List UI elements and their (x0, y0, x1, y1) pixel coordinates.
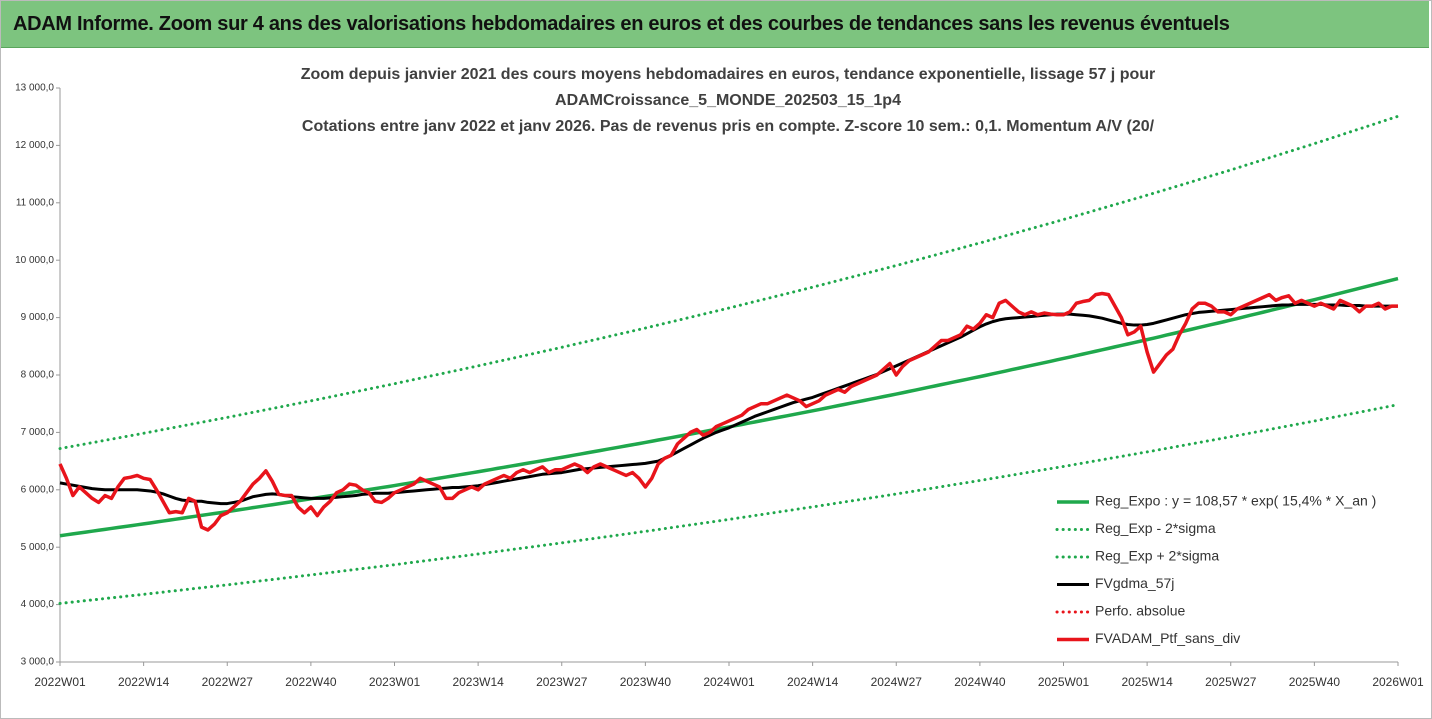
y-tick-label: 5 000,0 (21, 542, 55, 553)
x-tick-label: 2025W01 (1038, 675, 1090, 689)
legend-box (1049, 488, 1389, 657)
legend-label: Perfo. absolue (1095, 603, 1185, 619)
x-tick-label: 2023W14 (452, 675, 504, 689)
series-line (58, 403, 1400, 605)
x-tick-label: 2024W40 (954, 675, 1006, 689)
x-tick-label: 2022W01 (34, 675, 86, 689)
y-tick-label: 8 000,0 (21, 370, 55, 381)
x-tick-label: 2022W27 (202, 675, 254, 689)
x-tick-label: 2022W40 (285, 675, 337, 689)
header-title: ADAM Informe. Zoom sur 4 ans des valoris… (13, 13, 1230, 35)
legend-label: FVgdma_57j (1095, 575, 1174, 591)
x-tick-label: 2024W27 (871, 675, 923, 689)
x-tick-label: 2025W14 (1121, 675, 1173, 689)
chart-title: Cotations entre janv 2022 et janv 2026. … (302, 118, 1155, 135)
y-tick-label: 3 000,0 (21, 657, 55, 668)
legend-label: Reg_Exp + 2*sigma (1095, 548, 1219, 564)
header-banner: ADAM Informe. Zoom sur 4 ans des valoris… (1, 1, 1429, 48)
series-line (59, 302, 1398, 506)
legend-label: Reg_Expo : y = 108,57 * exp( 15,4% * X_a… (1095, 493, 1376, 509)
x-tick-label: 2025W27 (1205, 675, 1257, 689)
chart-title: ADAMCroissance_5_MONDE_202503_15_1p4 (555, 92, 901, 109)
x-tick-label: 2025W40 (1289, 675, 1341, 689)
legend-label: FVADAM_Ptf_sans_div (1095, 630, 1240, 646)
x-tick-label: 2023W40 (620, 675, 672, 689)
x-tick-label: 2026W01 (1372, 675, 1424, 689)
y-tick-label: 4 000,0 (21, 599, 55, 610)
y-tick-label: 11 000,0 (16, 197, 55, 208)
x-tick-label: 2024W01 (703, 675, 755, 689)
x-tick-label: 2024W14 (787, 675, 839, 689)
y-tick-label: 10 000,0 (15, 255, 54, 266)
y-tick-label: 9 000,0 (21, 312, 55, 323)
y-tick-label: 6 000,0 (21, 484, 55, 495)
series-line (58, 114, 1400, 451)
y-tick-label: 7 000,0 (21, 427, 55, 438)
x-tick-label: 2023W01 (369, 675, 421, 689)
y-tick-label: 12 000,0 (15, 140, 54, 151)
legend-label: Reg_Exp - 2*sigma (1095, 520, 1216, 536)
x-tick-label: 2022W14 (118, 675, 170, 689)
chart-title: Zoom depuis janvier 2021 des cours moyen… (301, 66, 1156, 83)
y-tick-label: 13 000,0 (15, 83, 54, 94)
series-line (58, 291, 1398, 532)
chart: Zoom depuis janvier 2021 des cours moyen… (15, 66, 1424, 689)
x-tick-label: 2023W27 (536, 675, 588, 689)
